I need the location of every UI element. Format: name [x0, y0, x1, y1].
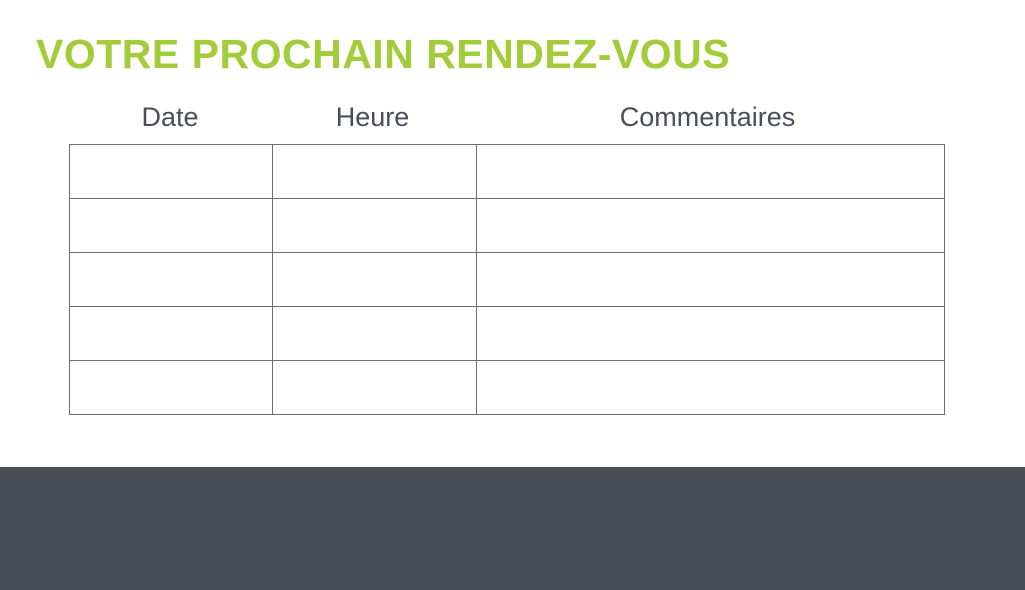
cell-heure[interactable] [272, 144, 477, 199]
cell-date[interactable] [69, 360, 273, 415]
table-row [69, 360, 945, 415]
cell-date[interactable] [69, 198, 273, 253]
column-header-date: Date [141, 102, 199, 132]
cell-commentaires[interactable] [476, 198, 945, 253]
footer-band [0, 467, 1025, 590]
cell-heure[interactable] [272, 360, 477, 415]
cell-heure[interactable] [272, 198, 477, 253]
cell-commentaires[interactable] [476, 306, 945, 361]
column-header-commentaires: Commentaires [619, 102, 796, 132]
table-row [69, 198, 945, 253]
cell-commentaires[interactable] [476, 252, 945, 307]
table-row [69, 252, 945, 307]
table-row [69, 144, 945, 199]
cell-date[interactable] [69, 252, 273, 307]
table-row [69, 306, 945, 361]
cell-date[interactable] [69, 144, 273, 199]
cell-heure[interactable] [272, 252, 477, 307]
appointment-table [69, 144, 945, 415]
cell-commentaires[interactable] [476, 360, 945, 415]
cell-commentaires[interactable] [476, 144, 945, 199]
page-title: VOTRE PROCHAIN RENDEZ-VOUS [36, 31, 731, 77]
cell-heure[interactable] [272, 306, 477, 361]
cell-date[interactable] [69, 306, 273, 361]
column-header-heure: Heure [335, 102, 410, 132]
